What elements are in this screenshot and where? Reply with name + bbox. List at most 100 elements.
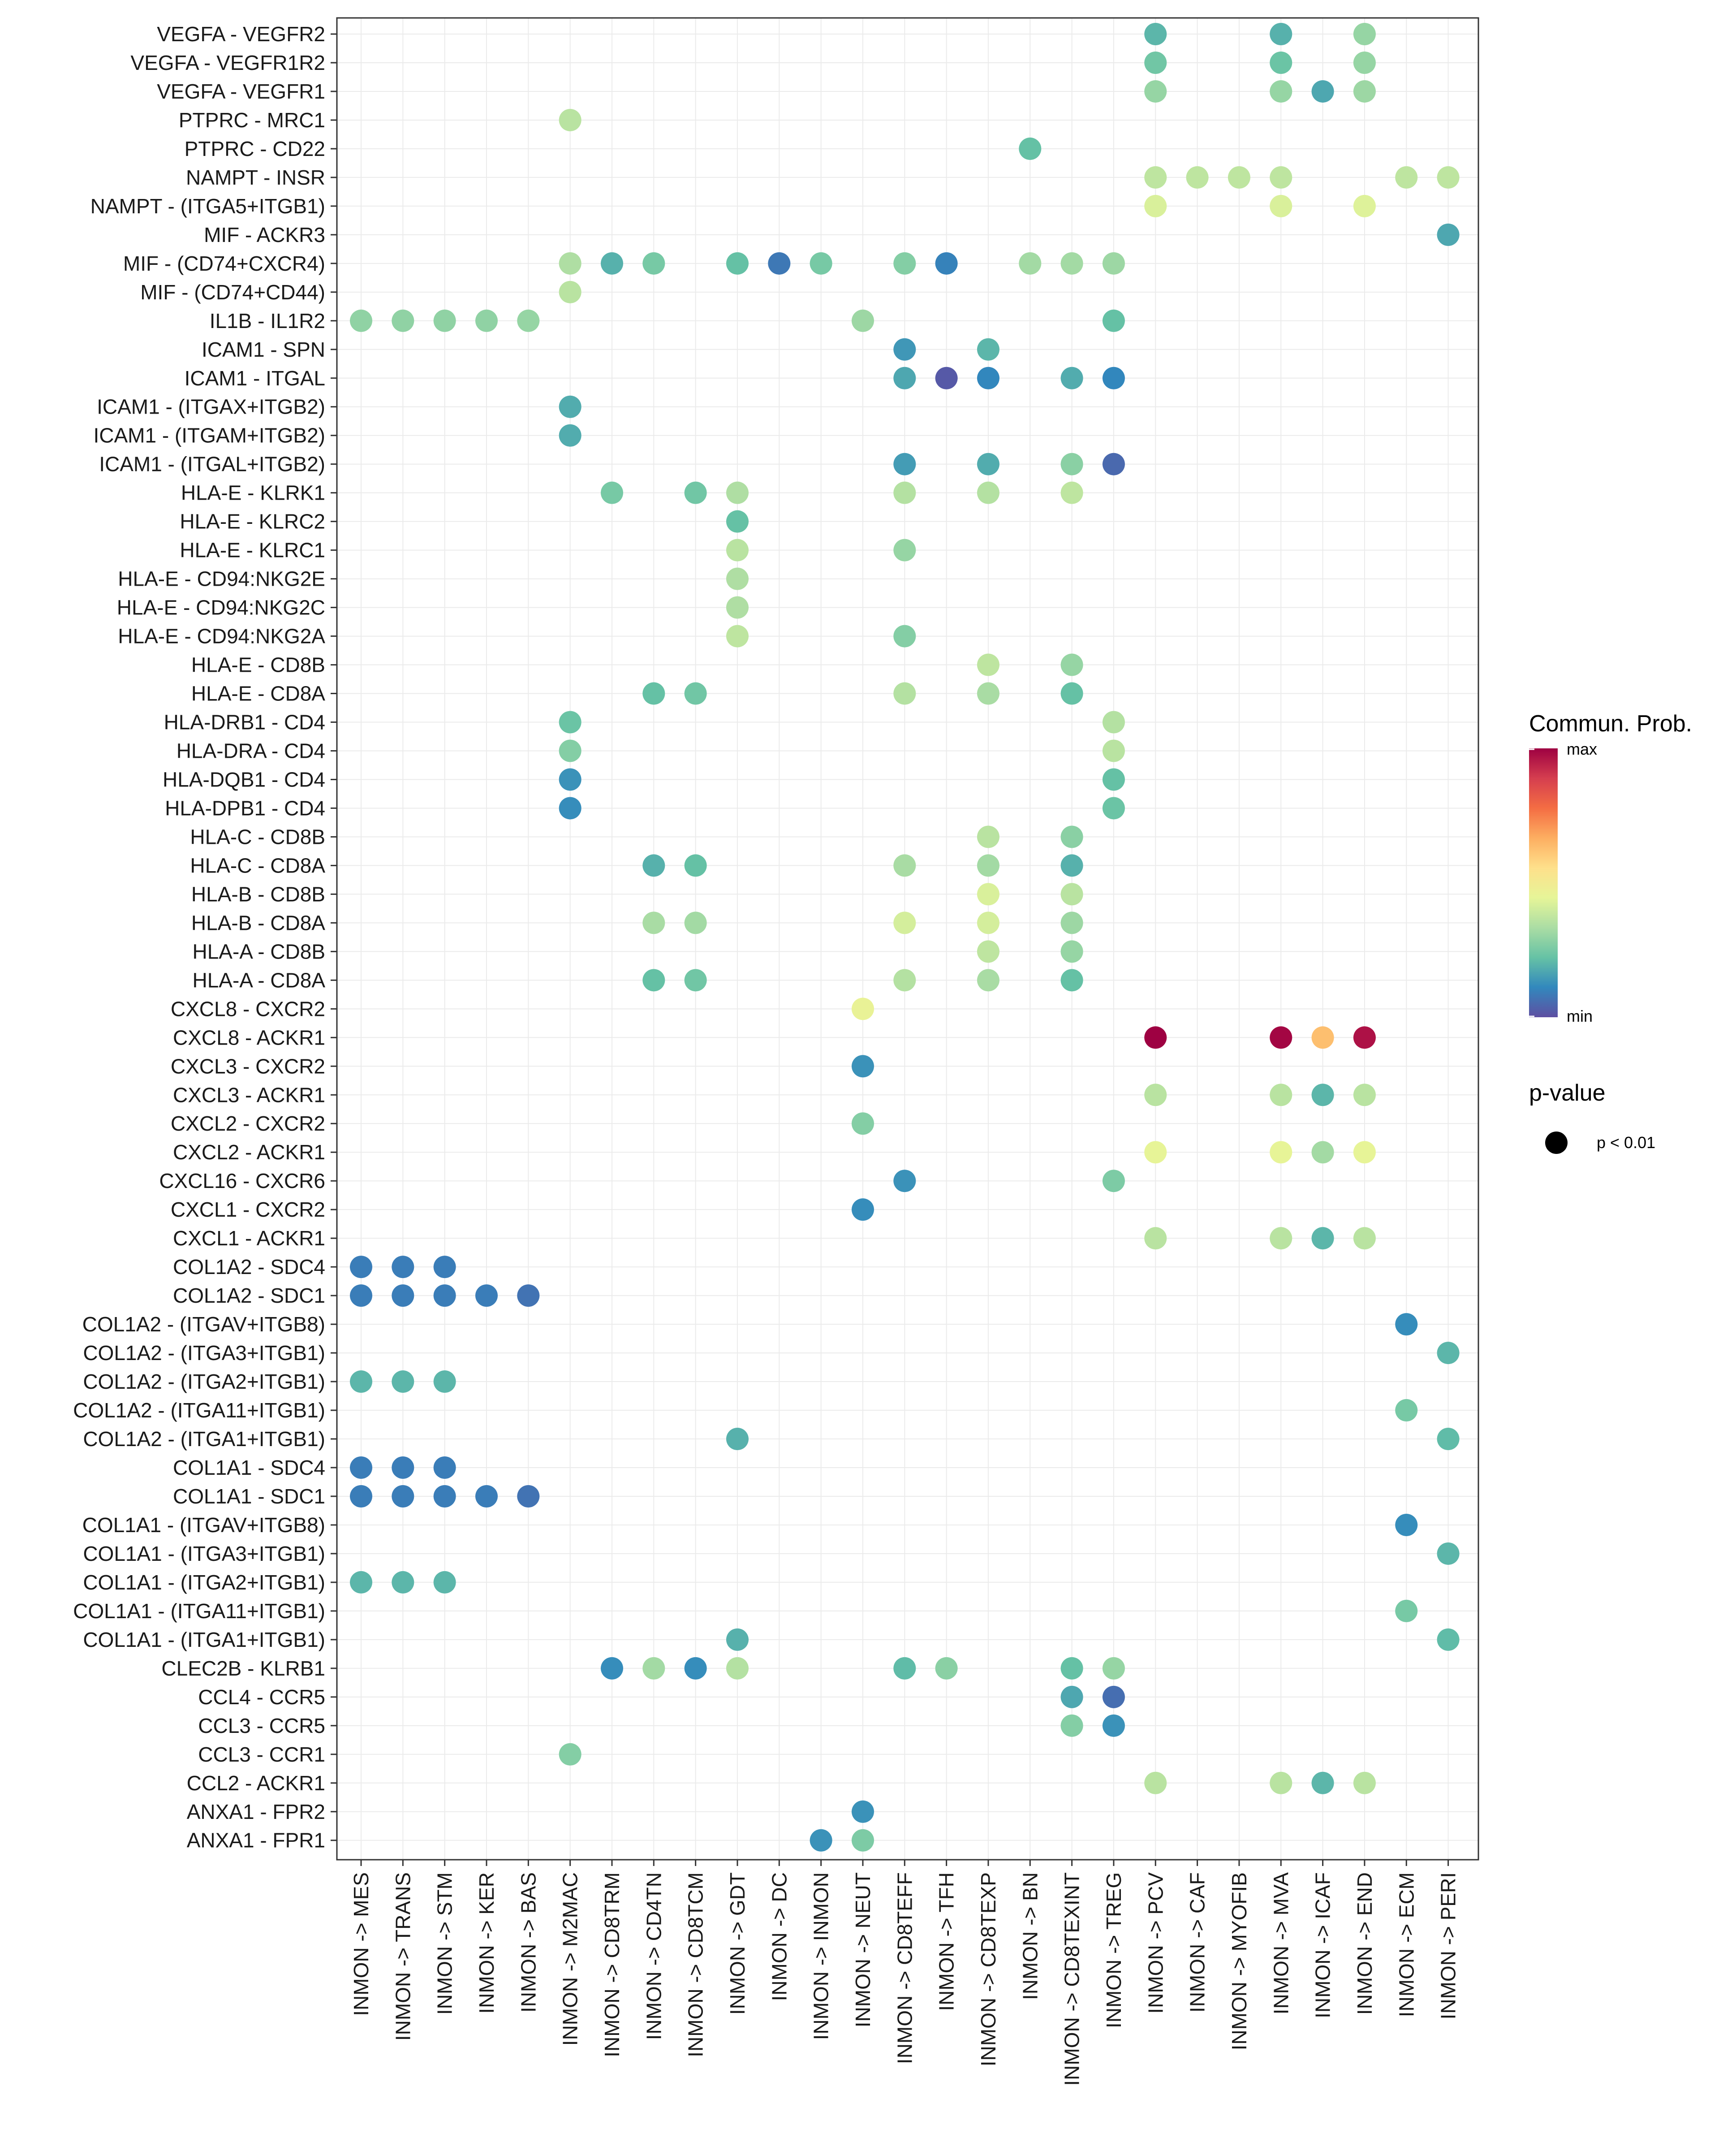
data-point xyxy=(475,309,498,332)
x-tick-label: INMON -> TREG xyxy=(1102,1872,1125,2028)
x-tick-label: INMON -> NEUT xyxy=(851,1872,874,2027)
y-tick-label: PTPRC - CD22 xyxy=(185,137,325,160)
y-tick-label: IL1B - IL1R2 xyxy=(210,309,325,333)
data-point xyxy=(433,1370,456,1393)
color-legend-min-label: min xyxy=(1567,1007,1593,1025)
data-point xyxy=(1228,166,1250,189)
y-tick-label: CXCL2 - ACKR1 xyxy=(173,1140,325,1164)
data-point xyxy=(350,1370,372,1393)
data-point xyxy=(350,1284,372,1307)
data-point xyxy=(350,1485,372,1507)
data-point xyxy=(1144,80,1167,103)
data-point xyxy=(893,1657,916,1680)
y-tick-label: HLA-DPB1 - CD4 xyxy=(165,796,325,820)
x-tick-label: INMON -> PERI xyxy=(1437,1872,1460,2019)
data-point xyxy=(1144,51,1167,74)
x-tick-label: INMON -> CD8TRM xyxy=(600,1872,624,2057)
data-point xyxy=(642,911,665,934)
data-point xyxy=(1270,1084,1292,1106)
data-point xyxy=(893,453,916,475)
data-point xyxy=(559,252,582,275)
data-point xyxy=(1353,51,1376,74)
data-point xyxy=(392,309,414,332)
data-point xyxy=(1395,1399,1418,1422)
data-point xyxy=(1102,1170,1125,1192)
data-point xyxy=(433,309,456,332)
data-point xyxy=(517,1284,540,1307)
data-point xyxy=(433,1284,456,1307)
y-tick-label: COL1A2 - (ITGA3+ITGB1) xyxy=(83,1341,325,1365)
pvalue-legend-title: p-value xyxy=(1529,1080,1606,1106)
y-tick-label: VEGFA - VEGFR2 xyxy=(157,22,325,46)
data-point xyxy=(1060,1685,1083,1708)
data-point xyxy=(350,1256,372,1279)
y-tick-label: HLA-E - KLRK1 xyxy=(181,481,325,505)
data-point xyxy=(1144,1141,1167,1164)
data-point xyxy=(1395,1599,1418,1622)
data-point xyxy=(977,682,999,705)
data-point xyxy=(851,1112,874,1135)
y-tick-label: MIF - (CD74+CD44) xyxy=(140,281,325,304)
data-point xyxy=(893,367,916,389)
x-tick-label: INMON -> END xyxy=(1353,1872,1376,2015)
data-point xyxy=(977,883,999,906)
plot-panel xyxy=(337,18,1478,1860)
x-tick-label: INMON -> STM xyxy=(433,1872,457,2015)
y-tick-label: CXCL8 - ACKR1 xyxy=(173,1026,325,1049)
data-point xyxy=(893,969,916,992)
y-tick-label: HLA-A - CD8A xyxy=(192,968,325,992)
data-point xyxy=(1102,453,1125,475)
data-point xyxy=(350,309,372,332)
color-legend-max-label: max xyxy=(1567,740,1597,758)
y-tick-label: CXCL8 - CXCR2 xyxy=(171,997,325,1020)
data-point xyxy=(1144,1084,1167,1106)
y-tick-label: ICAM1 - ITGAL xyxy=(185,367,325,390)
data-point xyxy=(1060,453,1083,475)
y-tick-label: CCL3 - CCR5 xyxy=(198,1714,325,1737)
data-point xyxy=(1437,166,1460,189)
y-tick-label: CXCL3 - ACKR1 xyxy=(173,1083,325,1106)
y-axis: VEGFA - VEGFR2 VEGFA - VEGFR1R2 VEGFA - VE… xyxy=(73,22,337,1852)
data-point xyxy=(1437,223,1460,246)
y-tick-label: HLA-B - CD8A xyxy=(191,911,325,934)
data-point xyxy=(433,1256,456,1279)
x-tick-label: INMON -> TFH xyxy=(935,1872,958,2011)
data-point xyxy=(1311,1227,1334,1250)
y-tick-label: CXCL1 - ACKR1 xyxy=(173,1227,325,1250)
y-tick-label: CCL3 - CCR1 xyxy=(198,1743,325,1766)
data-point xyxy=(1186,166,1209,189)
data-point xyxy=(1311,1026,1334,1049)
data-point xyxy=(726,510,749,533)
y-tick-label: ICAM1 - (ITGAM+ITGB2) xyxy=(93,424,325,447)
data-point xyxy=(392,1571,414,1594)
y-tick-label: HLA-B - CD8B xyxy=(191,882,325,906)
color-bar xyxy=(1529,748,1558,1017)
y-tick-label: NAMPT - (ITGA5+ITGB1) xyxy=(90,194,325,218)
data-point xyxy=(559,281,582,303)
y-tick-label: COL1A1 - SDC4 xyxy=(173,1456,325,1479)
data-point xyxy=(1353,1227,1376,1250)
data-point xyxy=(392,1256,414,1279)
data-point xyxy=(935,1657,958,1680)
data-point xyxy=(851,1198,874,1221)
x-tick-label: INMON -> MVA xyxy=(1269,1872,1292,2015)
y-tick-label: HLA-E - CD8A xyxy=(191,682,325,705)
data-point xyxy=(1102,711,1125,734)
x-tick-label: INMON -> CD8TEXP xyxy=(977,1872,1000,2066)
y-tick-label: CXCL16 - CXCR6 xyxy=(159,1169,325,1192)
x-tick-label: INMON -> TRANS xyxy=(391,1872,414,2041)
x-tick-label: INMON -> INMON xyxy=(810,1872,833,2040)
data-point xyxy=(684,481,707,504)
y-tick-label: MIF - ACKR3 xyxy=(204,223,325,246)
data-point xyxy=(392,1456,414,1479)
data-point xyxy=(350,1456,372,1479)
y-tick-label: HLA-E - CD94:NKG2E xyxy=(118,567,325,591)
data-point xyxy=(1144,23,1167,45)
x-tick-label: INMON -> CAF xyxy=(1186,1872,1209,2013)
y-tick-label: CLEC2B - KLRB1 xyxy=(161,1657,325,1680)
data-point xyxy=(1270,1227,1292,1250)
x-tick-label: INMON -> GDT xyxy=(726,1872,749,2015)
data-point xyxy=(1144,1026,1167,1049)
data-point xyxy=(1102,739,1125,762)
y-tick-label: PTPRC - MRC1 xyxy=(179,108,325,132)
